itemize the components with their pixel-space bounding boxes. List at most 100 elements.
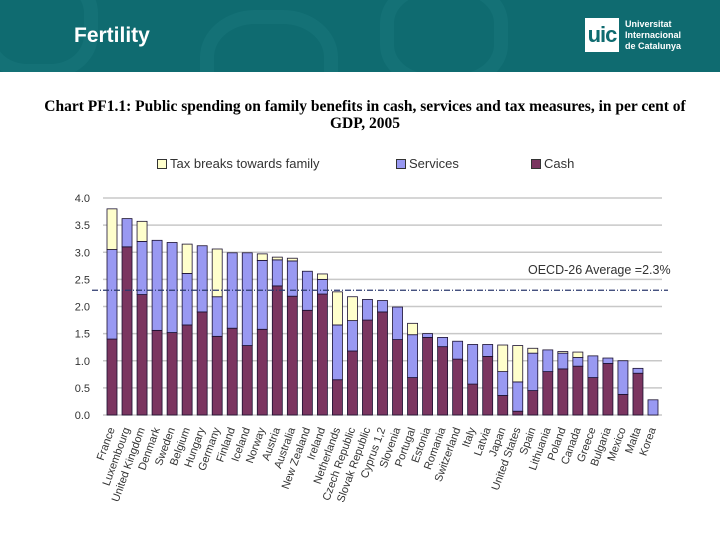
bar-segment-cash xyxy=(286,295,298,416)
bar-segment-tax-breaks-towards-family xyxy=(271,256,283,261)
bar-segment-cash xyxy=(196,311,208,416)
bar-segment-tax-breaks-towards-family xyxy=(181,243,193,274)
bar-segment-cash xyxy=(226,327,238,416)
bar-segment-cash xyxy=(256,328,268,416)
bar-segment-cash xyxy=(332,379,343,416)
bar-segment-services xyxy=(572,357,584,367)
bar-segment-services xyxy=(617,360,629,395)
bar-segment-services xyxy=(497,371,509,396)
bar-segment-services xyxy=(512,381,524,412)
legend-services: Services xyxy=(396,156,459,171)
bar-segment-services xyxy=(422,333,433,338)
bar-segment-services xyxy=(196,245,208,313)
slide-header: Fertility uic Universitat Internacional … xyxy=(0,0,720,72)
bar-segment-cash xyxy=(392,339,403,416)
bar-segment-cash xyxy=(617,393,629,416)
bar-segment-services xyxy=(407,334,418,378)
bar-segment-cash xyxy=(166,332,178,416)
bar-segment-cash xyxy=(527,390,539,416)
bar-segment-cash xyxy=(542,371,554,416)
bar-segment-services xyxy=(332,324,343,381)
bar-segment-cash xyxy=(362,319,373,416)
bar-segment-cash xyxy=(557,368,569,416)
bar-segment-services xyxy=(452,340,464,360)
bar-segment-tax-breaks-towards-family xyxy=(557,351,569,354)
y-tick-label: 3.5 xyxy=(75,220,90,232)
bar-segment-services xyxy=(256,259,268,330)
y-tick-label: 2.0 xyxy=(75,302,90,314)
bar-segment-cash xyxy=(377,311,388,416)
bar-segment-services xyxy=(241,252,253,346)
uic-logo: uic Universitat Internacional de Catalun… xyxy=(585,18,681,52)
bar-segment-cash xyxy=(301,309,313,416)
chart-title: Chart PF1.1: Public spending on family b… xyxy=(44,98,686,132)
bar-segment-tax-breaks-towards-family xyxy=(527,347,539,354)
bar-segment-cash xyxy=(452,358,464,416)
bar-segment-services xyxy=(316,278,328,295)
y-tick-label: 2.5 xyxy=(75,274,90,286)
bar-segment-services xyxy=(482,344,494,357)
legend-cash: Cash xyxy=(531,156,574,171)
legend-swatch xyxy=(531,158,541,169)
bar-segment-tax-breaks-towards-family xyxy=(106,208,118,250)
bar-segment-cash xyxy=(271,285,283,416)
bar-segment-services xyxy=(437,337,449,348)
bar-segment-tax-breaks-towards-family xyxy=(512,345,524,383)
bar-segment-cash xyxy=(467,383,479,416)
bar-segment-services xyxy=(271,259,283,287)
bar-segment-services xyxy=(392,306,403,340)
bar-segment-services xyxy=(467,344,479,385)
bar-segment-tax-breaks-towards-family xyxy=(572,351,584,358)
bar-segment-services xyxy=(377,300,388,313)
y-tick-label: 1.5 xyxy=(75,329,90,341)
watermark xyxy=(380,0,508,72)
y-tick-label: 3.0 xyxy=(75,247,90,259)
bar-segment-cash xyxy=(572,365,584,416)
bar-segment-services xyxy=(632,367,644,374)
bar-segment-cash xyxy=(512,410,524,416)
bar-segment-services xyxy=(136,240,148,295)
bar-segment-cash xyxy=(632,372,644,416)
bar-segment-tax-breaks-towards-family xyxy=(347,296,358,322)
bar-segment-services xyxy=(121,218,133,248)
bar-segment-services xyxy=(527,352,539,391)
bar-segment-services xyxy=(362,299,373,321)
bar-segment-services xyxy=(151,239,163,331)
bar-segment-cash xyxy=(151,329,163,416)
average-label-bg xyxy=(524,259,684,277)
bar-segment-tax-breaks-towards-family xyxy=(407,322,418,336)
y-tick-label: 0.5 xyxy=(75,383,90,395)
bar-segment-services xyxy=(166,242,178,333)
bar-segment-services xyxy=(602,357,614,364)
bar-segment-cash xyxy=(497,395,509,416)
y-tick-label: 0.0 xyxy=(75,410,90,422)
bar-segment-cash xyxy=(241,345,253,416)
bar-segment-cash xyxy=(437,346,449,416)
bar-segment-tax-breaks-towards-family xyxy=(256,253,268,261)
bar-segment-services xyxy=(347,320,358,352)
bar-segment-services xyxy=(181,273,193,326)
bar-segment-services xyxy=(647,399,659,416)
bar-segment-services xyxy=(286,260,298,297)
bar-segment-services xyxy=(542,349,554,372)
bar-segment-services xyxy=(587,355,599,378)
average-label: OECD-26 Average =2.3% xyxy=(528,263,671,277)
y-tick-label: 4.0 xyxy=(75,193,90,205)
bar-segment-services xyxy=(106,249,118,340)
bar-segment-cash xyxy=(211,335,223,416)
legend-swatch xyxy=(157,158,167,169)
bar-segment-cash xyxy=(121,246,133,416)
bar-segment-cash xyxy=(602,363,614,416)
bar-segment-services xyxy=(557,352,569,370)
bar-segment-cash xyxy=(106,338,118,416)
y-tick-label: 1.0 xyxy=(75,356,90,368)
bar-segment-cash xyxy=(422,337,433,416)
bar-segment-cash xyxy=(587,377,599,416)
bar-segment-cash xyxy=(407,377,418,416)
bar-segment-cash xyxy=(347,350,358,416)
bar-segment-tax-breaks-towards-family xyxy=(332,291,343,326)
bar-segment-cash xyxy=(482,356,494,416)
bar-segment-tax-breaks-towards-family xyxy=(497,344,509,372)
bar-segment-tax-breaks-towards-family xyxy=(316,273,328,280)
